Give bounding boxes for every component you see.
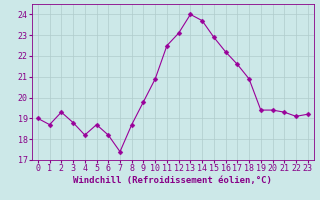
X-axis label: Windchill (Refroidissement éolien,°C): Windchill (Refroidissement éolien,°C) xyxy=(73,176,272,185)
